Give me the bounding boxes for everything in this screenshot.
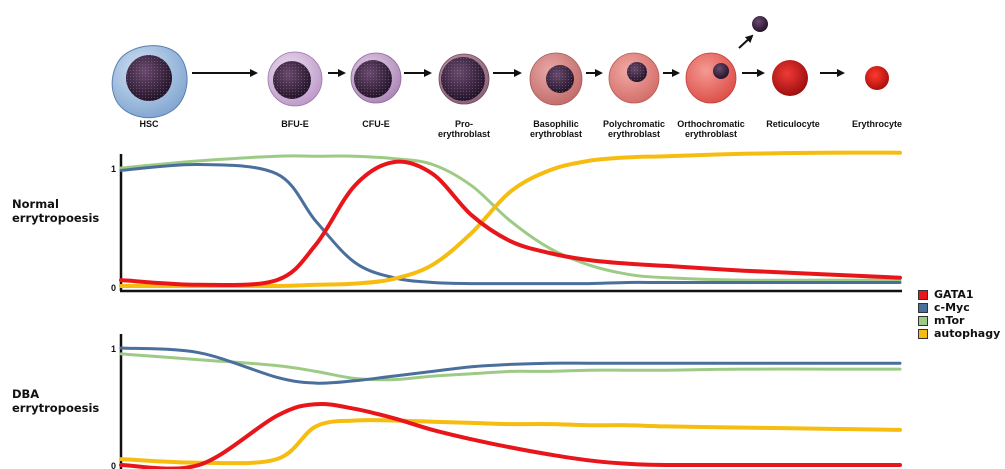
cell-reticulocyte [772,60,808,96]
legend-item-gata1: GATA1 [918,288,1000,301]
panel-label-dba: DBA errytropoesis [12,387,99,415]
legend-label-mtor: mTor [934,314,965,327]
series-normal-c-myc [119,162,902,286]
stage-label-polychromatic-line2: erythroblast [608,129,660,139]
stage-label-orthochromatic-line2: erythroblast [685,129,737,139]
series-normal-autophagy [119,150,902,289]
stage-labels: HSC BFU-E CFU-E Pro-erythroblastBasophilice… [139,119,902,139]
stage-label-proerythroblast-line2: erythroblast [438,129,490,139]
series-dba-gata1 [119,401,902,469]
panel-normal-axes [119,154,902,293]
stage-label-reticulocyte: Reticulocyte [766,119,820,129]
tick-labels: 1 0 1 0 [111,164,116,469]
tick-normal-0: 0 [111,283,116,293]
legend-label-cmyc: c-Myc [934,301,970,314]
legend-label-autophagy: autophagy [934,327,1001,340]
legend: GATA1 c-Myc mTor autophagy [918,288,1000,340]
cell-cfu-e [350,52,402,104]
panel-label-dba-line1: DBA [12,387,40,401]
panel-dba-curves [119,346,902,469]
stage-label-basophilic-line2: erythroblast [530,129,582,139]
tick-dba-1: 1 [111,344,116,354]
extruded-nucleus [738,16,768,49]
legend-swatch-autophagy [918,328,928,339]
series-normal-gata1 [119,159,902,288]
stage-label-erythrocyte: Erythrocyte [852,119,902,129]
panel-normal-curves [119,150,902,289]
legend-item-mtor: mTor [918,314,1000,327]
panel-label-dba-line2: errytropoesis [12,401,100,415]
series-dba-autophagy [119,418,902,466]
cell-row [111,16,889,119]
stage-label-proerythroblast: Pro- [455,119,473,129]
cell-proerythroblast [438,53,490,105]
cell-orthochromatic-erythroblast [685,52,737,104]
cell-polychromatic-erythroblast [608,52,660,104]
tick-dba-0: 0 [111,461,116,469]
stage-label-orthochromatic: Orthochromatic [677,119,745,129]
legend-label-gata1: GATA1 [934,288,974,301]
cell-hsc [111,45,188,119]
cell-erythrocyte [865,66,889,90]
stage-label-cfu-e: CFU-E [362,119,390,129]
legend-item-autophagy: autophagy [918,327,1000,340]
legend-swatch-cmyc [918,302,928,313]
legend-swatch-mtor [918,315,928,326]
cell-bfu-e [267,51,323,107]
series-normal-mtor [119,154,902,282]
legend-item-cmyc: c-Myc [918,301,1000,314]
panel-label-normal-line1: Normal [12,197,59,211]
stage-label-polychromatic: Polychromatic [603,119,665,129]
legend-swatch-gata1 [918,289,928,300]
stage-label-bfu-e: BFU-E [281,119,309,129]
stage-label-hsc: HSC [139,119,159,129]
panel-label-normal: Normal errytropoesis [12,197,99,225]
stage-label-basophilic: Basophilic [533,119,579,129]
tick-normal-1: 1 [111,164,116,174]
series-dba-c-myc [119,346,902,385]
series-dba-mtor [119,352,902,382]
cell-basophilic-erythroblast [529,52,583,106]
panel-label-normal-line2: errytropoesis [12,211,100,225]
